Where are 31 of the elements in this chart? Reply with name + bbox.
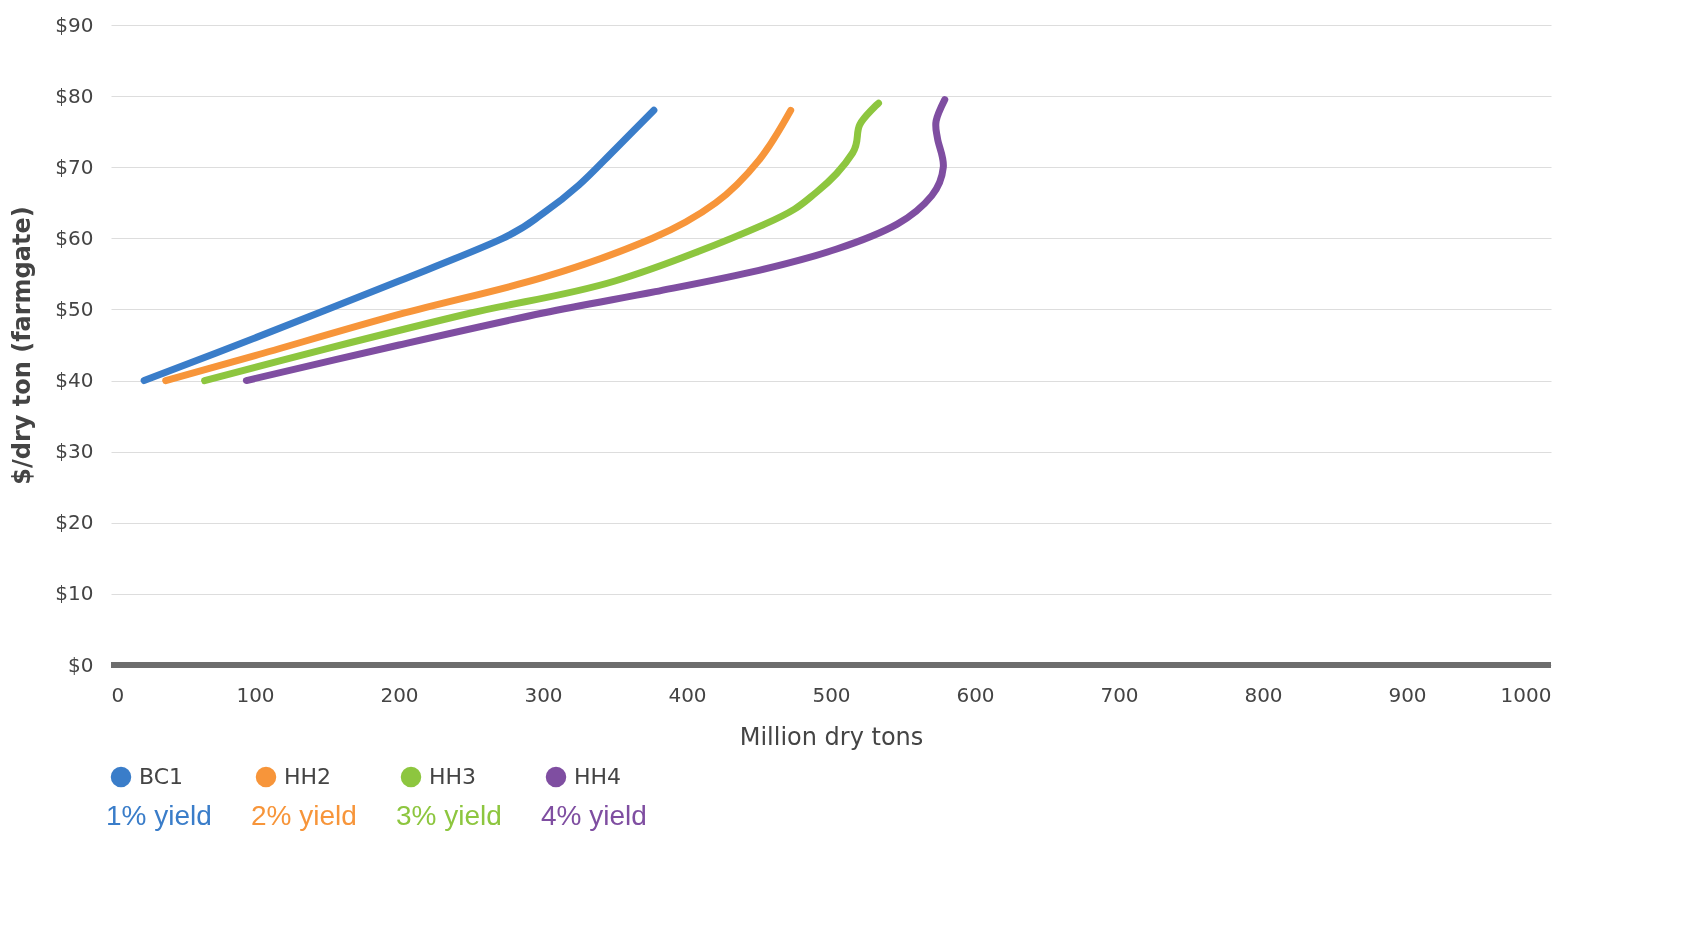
text: 3% yield (396, 800, 502, 831)
y-tick-label: $90 (55, 12, 94, 37)
y-tick-label: $30 (55, 439, 94, 464)
y-tick-label: $50 (55, 296, 94, 321)
x-tick-label: 700 (1100, 682, 1139, 707)
y-axis-title: $/dry ton (farmgate) (8, 206, 37, 485)
legend-label: BC1 (139, 764, 184, 789)
x-tick-label: 0 (111, 682, 125, 707)
text: 4% yield (541, 800, 647, 831)
y-tick-label: $0 (68, 652, 94, 677)
x-tick-label: 900 (1388, 682, 1427, 707)
x-tick-label: 1000 (1500, 682, 1552, 707)
x-tick-label: 400 (668, 682, 707, 707)
x-axis-title: Million dry tons (739, 722, 924, 751)
legend-label: HH4 (574, 764, 622, 789)
x-tick-label: 600 (956, 682, 995, 707)
y-tick-label: $40 (55, 368, 94, 393)
text: 1% yield (106, 800, 212, 831)
text: 2% yield (251, 800, 357, 831)
y-tick-label: $60 (55, 225, 94, 250)
legend-label: HH2 (284, 764, 332, 789)
x-tick-label: 100 (236, 682, 275, 707)
x-tick-label: 800 (1244, 682, 1283, 707)
x-tick-label: 300 (524, 682, 563, 707)
y-tick-label: $10 (55, 581, 94, 606)
y-tick-label: $70 (55, 154, 94, 179)
y-tick-label: $80 (55, 83, 94, 108)
legend-label: HH3 (429, 764, 477, 789)
x-tick-label: 200 (380, 682, 419, 707)
x-tick-label: 500 (812, 682, 851, 707)
y-tick-label: $20 (55, 510, 94, 535)
